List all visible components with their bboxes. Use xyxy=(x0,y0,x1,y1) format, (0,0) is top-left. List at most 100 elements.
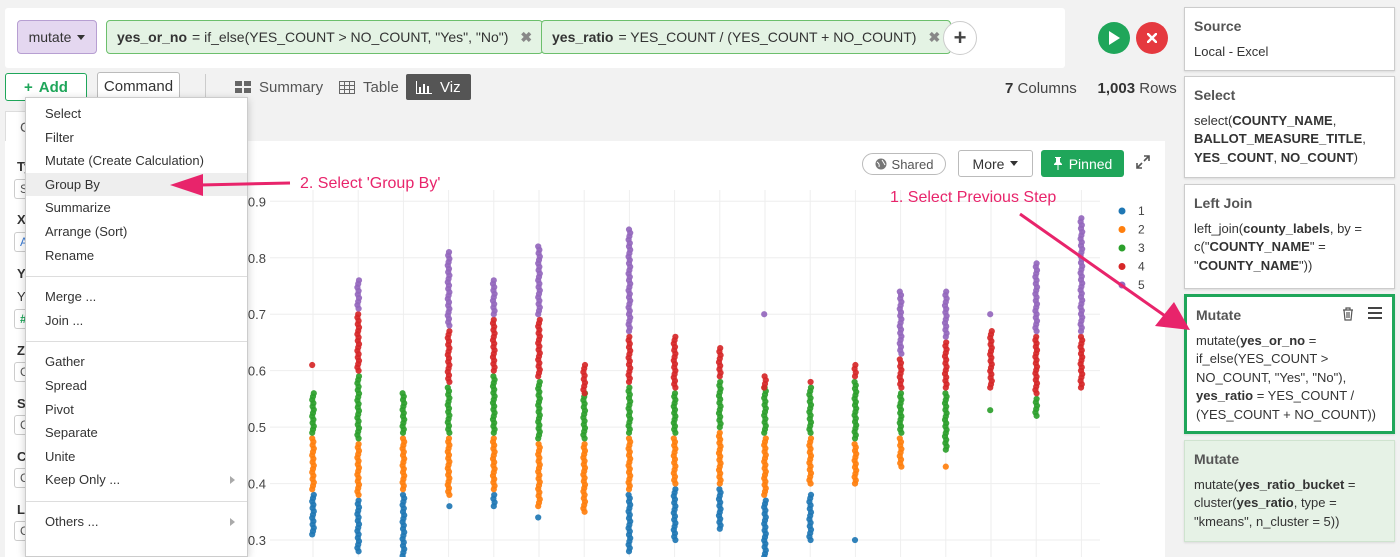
menu-item-filter[interactable]: Filter xyxy=(45,129,74,145)
summary-icon xyxy=(235,81,251,93)
scatter-point xyxy=(1033,333,1040,340)
step-body: select(COUNTY_NAME, BALLOT_MEASURE_TITLE… xyxy=(1194,112,1366,165)
shared-label: Shared xyxy=(891,156,934,172)
arg-name: yes_ratio xyxy=(552,29,614,45)
scatter-point xyxy=(807,491,815,498)
scatter-point xyxy=(399,435,407,442)
step-mutate-current[interactable]: Mutate mutate(yes_or_no = if_else(YES_CO… xyxy=(1184,294,1395,434)
menu-item-unite[interactable]: Unite xyxy=(45,448,76,464)
step-left-join[interactable]: Left Join left_join(county_labels, by = … xyxy=(1184,184,1395,289)
scatter-point xyxy=(309,435,316,442)
y-tick-label: 0.9 xyxy=(248,194,266,209)
legend-marker xyxy=(1118,281,1126,289)
tab-summary[interactable]: Summary xyxy=(235,74,323,100)
tab-viz[interactable]: Viz xyxy=(406,74,471,100)
close-icon xyxy=(1147,33,1157,43)
run-button[interactable] xyxy=(1098,22,1130,54)
legend-marker xyxy=(1118,207,1126,215)
legend-marker xyxy=(1118,263,1126,270)
menu-item-select[interactable]: Select xyxy=(45,106,82,121)
cancel-button[interactable] xyxy=(1136,22,1168,54)
menu-item-group-by[interactable]: Group By xyxy=(26,172,247,196)
chevron-down-icon xyxy=(77,34,86,40)
menu-separator xyxy=(26,501,247,502)
menu-item-mutate-create-calculation[interactable]: Mutate (Create Calculation) xyxy=(45,153,204,169)
legend-label[interactable]: 1 xyxy=(1138,204,1145,218)
menu-item-summarize[interactable]: Summarize xyxy=(45,200,111,216)
add-label: Add xyxy=(38,78,68,96)
step-title: Mutate xyxy=(1194,451,1240,467)
scatter-point xyxy=(626,384,633,391)
scatter-point xyxy=(399,491,407,498)
more-button[interactable]: More xyxy=(958,150,1033,177)
menu-item-gather[interactable]: Gather xyxy=(45,354,85,370)
arg-chip-yes-or-no[interactable]: yes_or_no = if_else(YES_COUNT > NO_COUNT… xyxy=(106,20,544,54)
chevron-down-icon xyxy=(1010,161,1019,166)
pinned-label: Pinned xyxy=(1068,155,1113,172)
scatter-point xyxy=(446,328,453,335)
tab-table[interactable]: Table xyxy=(339,74,399,100)
scatter-point xyxy=(445,435,453,442)
pinned-button[interactable]: Pinned xyxy=(1041,150,1124,177)
scatter-point xyxy=(490,277,497,284)
menu-item-merge[interactable]: Merge ... xyxy=(45,289,97,305)
menu-item-rename[interactable]: Rename xyxy=(45,247,95,263)
legend-marker xyxy=(1118,226,1126,233)
menu-item-pivot[interactable]: Pivot xyxy=(45,401,74,417)
shared-button[interactable]: Shared xyxy=(862,153,946,175)
menu-item-join[interactable]: Join ... xyxy=(45,312,84,328)
menu-separator xyxy=(26,341,247,343)
step-mutate-next[interactable]: Mutate mutate(yes_ratio_bucket = cluster… xyxy=(1184,440,1395,542)
close-icon[interactable]: ✖ xyxy=(928,28,941,45)
scatter-point xyxy=(672,333,679,340)
scatter-point xyxy=(851,378,858,386)
close-icon[interactable]: ✖ xyxy=(520,28,533,45)
config-label-y: Y xyxy=(17,266,26,281)
scatter-point xyxy=(581,361,589,369)
scatter-point xyxy=(762,497,769,504)
step-body: left_join(county_labels, by = c("COUNTY_… xyxy=(1194,220,1363,273)
y-tick-label: 0.5 xyxy=(248,420,266,435)
globe-icon xyxy=(875,158,887,170)
scatter-point xyxy=(625,226,633,233)
menu-item-keep-only[interactable]: Keep Only ... xyxy=(26,468,247,491)
step-select[interactable]: Select select(COUNTY_NAME, BALLOT_MEASUR… xyxy=(1184,76,1395,178)
menu-item-spread[interactable]: Spread xyxy=(45,378,87,393)
arg-chip-yes-ratio[interactable]: yes_ratio = YES_COUNT / (YES_COUNT + NO_… xyxy=(541,20,952,54)
scatter-point xyxy=(535,440,542,448)
scatter-point xyxy=(355,440,362,448)
scatter-point xyxy=(535,243,542,250)
menu-icon[interactable] xyxy=(1368,307,1382,319)
chevron-right-icon xyxy=(230,475,235,484)
columns-label: Columns xyxy=(1017,80,1077,97)
step-source[interactable]: Source Local - Excel xyxy=(1184,7,1395,71)
scatter-point xyxy=(896,288,903,295)
legend-label[interactable]: 3 xyxy=(1138,241,1145,255)
play-icon xyxy=(1109,31,1120,45)
expand-icon[interactable] xyxy=(1136,155,1150,169)
command-bar: mutate yes_or_no = if_else(YES_COUNT > N… xyxy=(5,8,1065,68)
scatter-point xyxy=(446,503,453,510)
legend-label[interactable]: 2 xyxy=(1138,223,1145,237)
arg-expr: = if_else(YES_COUNT > NO_COUNT, "Yes", "… xyxy=(192,29,509,45)
add-step-button[interactable]: + Add xyxy=(5,73,87,101)
command-button[interactable]: Command xyxy=(97,72,180,100)
menu-separator xyxy=(26,276,247,278)
scatter-point xyxy=(310,390,317,397)
verb-dropdown[interactable]: mutate xyxy=(17,20,97,54)
legend-label[interactable]: 4 xyxy=(1138,260,1145,274)
menu-item-separate[interactable]: Separate xyxy=(45,425,98,441)
y-tick-label: 0.7 xyxy=(248,307,266,322)
scatter-point xyxy=(942,463,949,470)
scatter-point xyxy=(626,333,633,340)
menu-item-arrange-sort[interactable]: Arrange (Sort) xyxy=(45,224,128,239)
trash-icon[interactable] xyxy=(1342,307,1354,321)
toolbar-divider xyxy=(205,74,206,100)
scatter-point xyxy=(399,390,406,397)
table-icon xyxy=(339,80,355,94)
legend-label[interactable]: 5 xyxy=(1138,278,1145,292)
scatter-point xyxy=(625,435,633,442)
menu-item-others[interactable]: Others ... xyxy=(26,510,247,533)
add-argument-button[interactable]: + xyxy=(943,21,977,55)
scatter-point xyxy=(670,435,677,442)
